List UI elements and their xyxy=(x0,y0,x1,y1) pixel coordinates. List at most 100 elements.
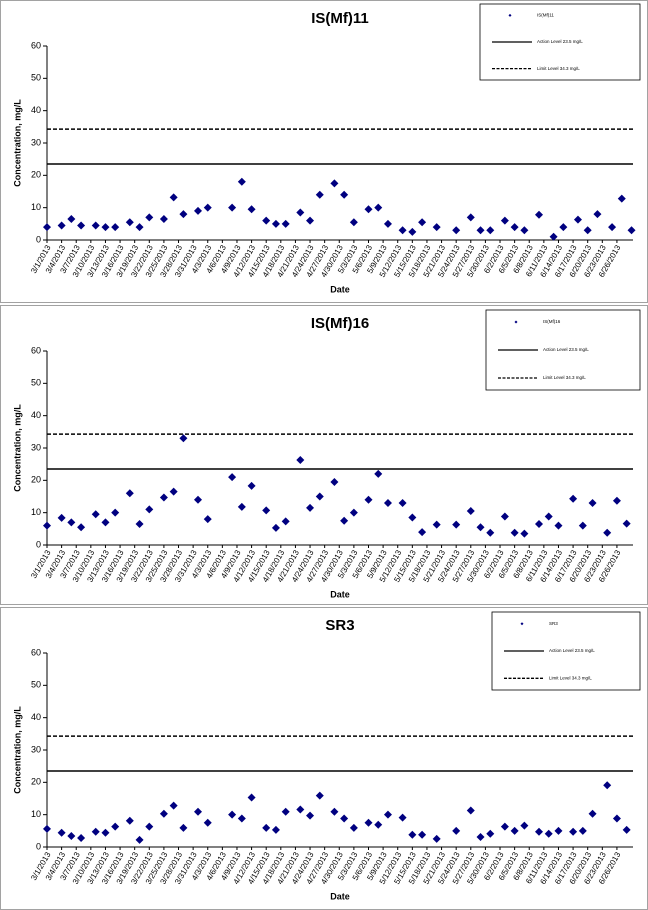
data-point xyxy=(364,818,373,827)
data-point xyxy=(67,214,76,223)
data-point xyxy=(476,832,485,841)
data-point xyxy=(578,826,587,835)
data-point xyxy=(408,227,417,236)
data-point xyxy=(603,528,612,537)
data-point xyxy=(432,834,441,843)
data-point xyxy=(271,219,280,228)
data-point xyxy=(432,520,441,529)
y-tick-label: 40 xyxy=(31,712,41,722)
data-point xyxy=(111,508,120,517)
data-point xyxy=(432,223,441,232)
data-point xyxy=(588,809,597,818)
data-point xyxy=(398,226,407,235)
data-point xyxy=(466,213,475,222)
data-point xyxy=(57,828,66,837)
legend-label: Limit Level 34.3 mg/L xyxy=(543,375,586,380)
data-point xyxy=(578,521,587,530)
data-point xyxy=(237,814,246,823)
data-point xyxy=(145,213,154,222)
data-point xyxy=(101,828,110,837)
legend-label: Action Level 23.5 mg/L xyxy=(549,648,595,653)
data-point xyxy=(145,505,154,514)
legend-label: Action Level 23.5 mg/L xyxy=(537,39,583,44)
data-point xyxy=(486,829,495,838)
legend-label: SR3 xyxy=(549,621,558,626)
data-point xyxy=(603,781,612,790)
data-point xyxy=(169,487,178,496)
data-point xyxy=(549,232,558,241)
y-tick-label: 20 xyxy=(31,777,41,787)
data-point xyxy=(77,523,86,532)
data-point xyxy=(271,523,280,532)
data-point xyxy=(281,517,290,526)
data-point xyxy=(135,835,144,844)
data-point xyxy=(349,508,358,517)
legend-marker xyxy=(514,320,518,324)
data-point xyxy=(573,215,582,224)
legend-label: Limit Level 34.3 mg/L xyxy=(549,675,592,680)
data-point xyxy=(340,190,349,199)
data-point xyxy=(452,520,461,529)
data-point xyxy=(452,826,461,835)
data-point xyxy=(194,495,203,504)
chart-title: IS(Mf)16 xyxy=(311,315,369,332)
data-point xyxy=(237,177,246,186)
y-tick-label: 0 xyxy=(36,841,41,851)
data-point xyxy=(125,489,134,498)
data-point xyxy=(237,502,246,511)
data-point xyxy=(228,473,237,482)
data-point xyxy=(612,814,621,823)
data-point xyxy=(340,516,349,525)
y-axis-label: Concentration, mg/L xyxy=(12,404,22,492)
data-point xyxy=(203,515,212,524)
y-tick-label: 30 xyxy=(31,442,41,452)
data-point xyxy=(500,216,509,225)
x-axis-label: Date xyxy=(330,589,350,599)
data-point xyxy=(228,203,237,212)
legend-marker xyxy=(508,13,512,17)
data-point xyxy=(510,528,519,537)
data-point xyxy=(418,218,427,227)
data-point xyxy=(500,822,509,831)
data-point xyxy=(169,801,178,810)
data-point xyxy=(510,826,519,835)
data-point xyxy=(466,806,475,815)
data-point xyxy=(588,498,597,507)
data-point xyxy=(125,218,134,227)
data-point xyxy=(486,528,495,537)
data-point xyxy=(617,194,626,203)
data-point xyxy=(262,823,271,832)
data-point xyxy=(408,513,417,522)
data-point xyxy=(583,226,592,235)
data-point xyxy=(194,807,203,816)
data-point xyxy=(43,223,51,232)
data-point xyxy=(544,829,553,838)
data-point xyxy=(159,214,168,223)
data-point xyxy=(77,221,86,230)
legend-label: IS(Mf)16 xyxy=(543,319,561,324)
data-point xyxy=(203,818,212,827)
y-tick-label: 50 xyxy=(31,378,41,388)
data-point xyxy=(159,809,168,818)
data-point xyxy=(330,477,339,486)
data-point xyxy=(476,523,485,532)
y-tick-label: 30 xyxy=(31,137,41,147)
x-axis-label: Date xyxy=(330,891,350,901)
data-point xyxy=(169,193,178,202)
data-point xyxy=(520,529,529,538)
data-point xyxy=(418,830,427,839)
data-point xyxy=(383,219,392,228)
y-tick-label: 60 xyxy=(31,40,41,50)
legend-label: Action Level 23.5 mg/L xyxy=(543,347,589,352)
data-point xyxy=(228,810,237,819)
data-point xyxy=(57,221,66,230)
data-point xyxy=(569,494,578,503)
data-point xyxy=(247,793,256,802)
data-point xyxy=(349,823,358,832)
data-point xyxy=(330,179,339,188)
legend-label: Limit Level 34.3 mg/L xyxy=(537,66,580,71)
chart-panel: IS(Mf)16 Concentration, mg/L Date 0 10 20 30 40… xyxy=(0,305,648,605)
data-point xyxy=(271,825,280,834)
